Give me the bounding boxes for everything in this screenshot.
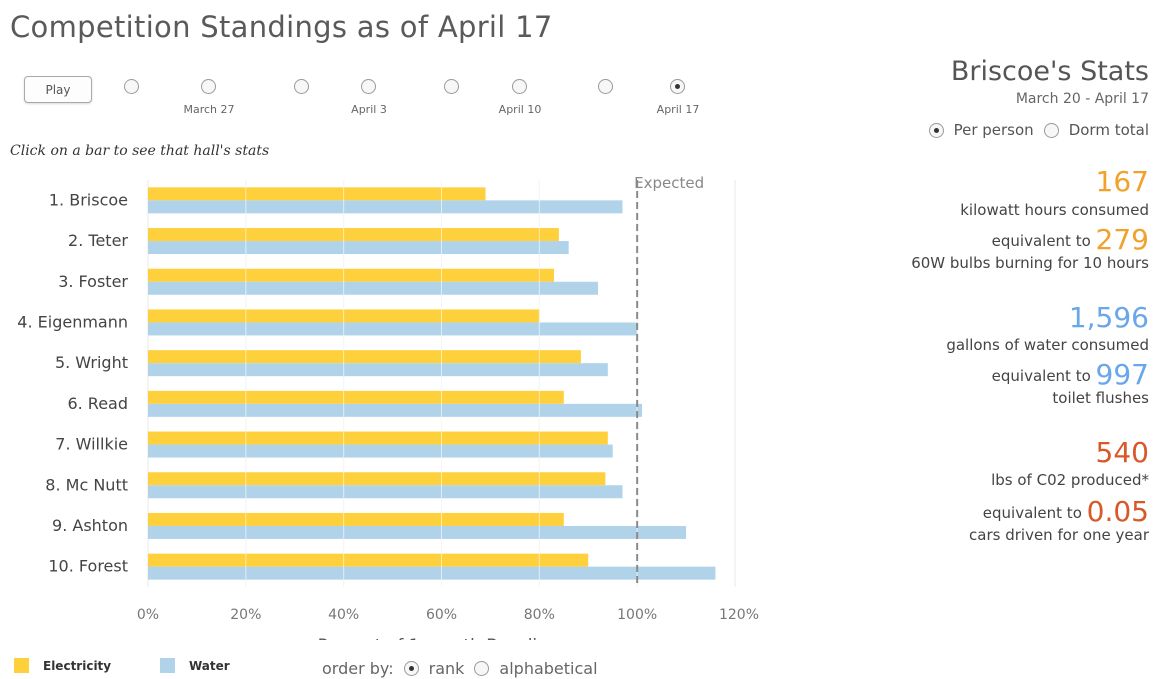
x-axis-label: Percent of 1-month Baseline bbox=[318, 636, 559, 640]
category-label: 3. Foster bbox=[58, 272, 128, 291]
cars-label: cars driven for one year bbox=[969, 526, 1149, 544]
water-bar[interactable] bbox=[148, 363, 608, 377]
water-bar[interactable] bbox=[148, 566, 716, 580]
category-label: 1. Briscoe bbox=[49, 190, 128, 209]
co2-value: 540 bbox=[1095, 436, 1149, 469]
water-bar[interactable] bbox=[148, 241, 569, 255]
flush-equivalent: equivalent to 997 bbox=[839, 361, 1149, 389]
per-person-label[interactable]: Per person bbox=[953, 121, 1034, 139]
electricity-bar[interactable] bbox=[148, 187, 486, 201]
water-bar[interactable] bbox=[148, 200, 623, 214]
electricity-bar[interactable] bbox=[148, 228, 559, 242]
flush-label: toilet flushes bbox=[1052, 389, 1149, 407]
dorm-total-radio[interactable] bbox=[1043, 122, 1059, 138]
x-tick-label: 20% bbox=[230, 607, 261, 623]
play-button[interactable]: Play bbox=[24, 76, 92, 103]
standings-bar-chart: 1. Briscoe 2. Teter 3. Foster 4. Eigenmann 5… bbox=[17, 174, 759, 640]
legend-electricity: Electricity bbox=[14, 658, 111, 673]
bulbs-value: 279 bbox=[1095, 223, 1149, 256]
order-by-control: order by: rank alphabetical bbox=[322, 659, 598, 678]
timeline-label-april-10: April 10 bbox=[498, 103, 542, 116]
x-tick-label: 80% bbox=[524, 607, 555, 623]
cars-value: 0.05 bbox=[1086, 495, 1149, 528]
x-tick-label: 60% bbox=[426, 607, 457, 623]
legend-label-electricity: Electricity bbox=[43, 658, 112, 673]
hall-stats-panel: Briscoe's Stats March 20 - April 17 Per … bbox=[839, 56, 1149, 545]
electricity-bar[interactable] bbox=[148, 390, 564, 404]
x-tick-label: 0% bbox=[137, 607, 159, 623]
flush-equivalent-text: equivalent to bbox=[991, 367, 1091, 385]
category-label: 10. Forest bbox=[48, 557, 128, 576]
timeline-step-5[interactable] bbox=[444, 79, 459, 94]
bulbs-label: 60W bulbs burning for 10 hours bbox=[911, 254, 1149, 272]
water-bar[interactable] bbox=[148, 444, 613, 458]
timeline-label-april-3: April 3 bbox=[351, 103, 387, 116]
legend-swatch-electricity bbox=[14, 658, 29, 673]
legend-label-water: Water bbox=[189, 658, 230, 673]
electricity-bar[interactable] bbox=[148, 350, 581, 364]
category-label: 4. Eigenmann bbox=[17, 312, 128, 331]
timeline-step-7[interactable] bbox=[598, 79, 613, 94]
stats-date-range: March 20 - April 17 bbox=[1015, 91, 1149, 107]
legend-water: Water bbox=[160, 658, 230, 673]
stats-title: Briscoe's Stats bbox=[950, 56, 1149, 87]
timeline-step-april-17[interactable] bbox=[670, 79, 685, 94]
category-label: 8. Mc Nutt bbox=[45, 475, 128, 494]
order-alphabetical-radio[interactable] bbox=[474, 661, 490, 676]
x-tick-label: 100% bbox=[617, 607, 657, 623]
electricity-bar[interactable] bbox=[148, 431, 608, 445]
stats-mode-toggle: Per person Dorm total bbox=[839, 121, 1149, 139]
order-rank-radio[interactable] bbox=[403, 661, 419, 676]
category-label: 2. Teter bbox=[68, 231, 128, 250]
water-bar[interactable] bbox=[148, 485, 623, 499]
water-bar[interactable] bbox=[148, 403, 643, 417]
cars-equivalent: equivalent to 0.05 bbox=[839, 498, 1149, 526]
bulbs-equivalent-text: equivalent to bbox=[991, 232, 1091, 250]
water-bar[interactable] bbox=[148, 322, 638, 336]
cars-equivalent-text: equivalent to bbox=[982, 504, 1082, 522]
kwh-label: kilowatt hours consumed bbox=[960, 201, 1149, 219]
category-label: 6. Read bbox=[67, 394, 128, 413]
x-tick-label: 120% bbox=[719, 607, 759, 623]
timeline-step-march-27[interactable] bbox=[201, 79, 216, 94]
page-title: Competition Standings as of April 17 bbox=[10, 10, 553, 44]
order-alphabetical-label[interactable]: alphabetical bbox=[499, 659, 598, 678]
bulbs-equivalent: equivalent to 279 bbox=[839, 226, 1149, 254]
dorm-total-label[interactable]: Dorm total bbox=[1068, 121, 1149, 139]
water-label: gallons of water consumed bbox=[946, 336, 1149, 354]
electricity-bar[interactable] bbox=[148, 268, 555, 282]
x-tick-label: 40% bbox=[328, 607, 359, 623]
timeline-label-march-27: March 27 bbox=[183, 103, 235, 116]
timeline-label-april-17: April 17 bbox=[656, 103, 700, 116]
order-by-label: order by: bbox=[322, 659, 394, 678]
electricity-bar[interactable] bbox=[148, 472, 606, 486]
co2-label: lbs of C02 produced* bbox=[991, 471, 1149, 489]
order-rank-label[interactable]: rank bbox=[428, 659, 465, 678]
legend-swatch-water bbox=[160, 658, 175, 673]
timeline-step-april-3[interactable] bbox=[361, 79, 376, 94]
category-label: 9. Ashton bbox=[52, 516, 128, 535]
water-bar[interactable] bbox=[148, 525, 687, 539]
per-person-radio[interactable] bbox=[928, 122, 944, 138]
category-label: 7. Willkie bbox=[55, 435, 128, 454]
electricity-bar[interactable] bbox=[148, 553, 589, 567]
category-label: 5. Wright bbox=[55, 353, 128, 372]
expected-label: Expected bbox=[634, 174, 704, 192]
kwh-value: 167 bbox=[1095, 165, 1149, 198]
water-bar[interactable] bbox=[148, 281, 599, 295]
water-value: 1,596 bbox=[1068, 301, 1149, 334]
electricity-bar[interactable] bbox=[148, 512, 564, 526]
timeline-step-april-10[interactable] bbox=[512, 79, 527, 94]
chart-hint: Click on a bar to see that hall's stats bbox=[10, 143, 270, 159]
flush-value: 997 bbox=[1095, 358, 1149, 391]
timeline-step-1[interactable] bbox=[124, 79, 139, 94]
timeline-step-3[interactable] bbox=[294, 79, 309, 94]
